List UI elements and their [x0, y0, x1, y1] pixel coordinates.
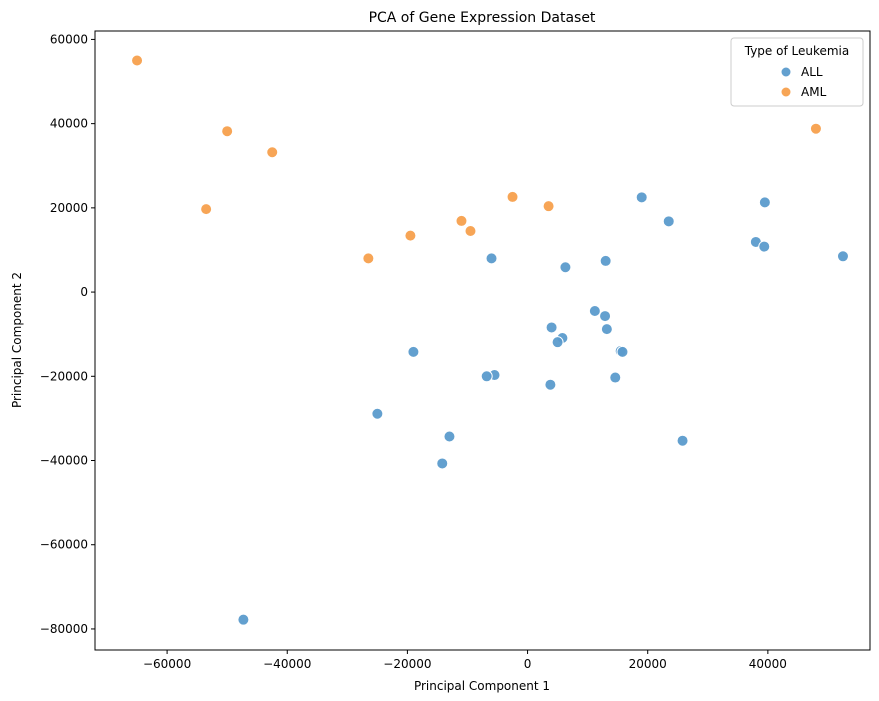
data-point-all	[600, 323, 613, 336]
x-axis-label: Principal Component 1	[414, 679, 550, 693]
data-point-all	[616, 345, 629, 358]
x-tick-label: −60000	[143, 657, 191, 671]
axis-ticks: −60000 −40000 −20000 0 20000 40000 −80000 −6000…	[40, 32, 787, 671]
data-point-all	[609, 371, 622, 384]
data-point-aml	[404, 229, 417, 242]
x-tick-label: 0	[524, 657, 532, 671]
legend-label-aml: AML	[801, 85, 827, 99]
legend-title: Type of Leukemia	[744, 44, 850, 58]
y-tick-label: 20000	[50, 201, 88, 215]
data-point-aml	[455, 214, 468, 227]
data-point-aml	[200, 203, 213, 216]
plot-area	[94, 30, 871, 651]
data-point-all	[544, 378, 557, 391]
data-point-all	[371, 407, 384, 420]
data-point-all	[407, 345, 420, 358]
data-point-aml	[221, 125, 234, 138]
data-point-all	[758, 196, 771, 209]
x-tick-label: −40000	[263, 657, 311, 671]
y-tick-label: 0	[80, 285, 88, 299]
data-point-all	[237, 613, 250, 626]
data-point-aml	[362, 252, 375, 265]
data-points	[131, 54, 849, 626]
y-tick-label: 60000	[50, 32, 88, 46]
y-tick-label: −40000	[40, 454, 88, 468]
data-point-aml	[464, 225, 477, 238]
data-point-all	[480, 370, 493, 383]
data-point-aml	[542, 200, 555, 213]
data-point-all	[662, 215, 675, 228]
data-point-all	[545, 321, 558, 334]
data-point-all	[635, 191, 648, 204]
legend: Type of Leukemia ALL AML	[730, 37, 864, 107]
legend-marker-aml	[780, 86, 792, 98]
y-tick-label: −20000	[40, 369, 88, 383]
chart-title: PCA of Gene Expression Dataset	[369, 10, 596, 26]
data-point-aml	[809, 122, 822, 135]
data-point-all	[443, 430, 456, 443]
legend-box	[730, 37, 864, 107]
data-point-all	[559, 261, 572, 274]
y-tick-label: −60000	[40, 538, 88, 552]
y-tick-label: −80000	[40, 622, 88, 636]
data-point-all	[836, 250, 849, 263]
y-axis-label: Principal Component 2	[10, 272, 24, 408]
data-point-all	[588, 305, 601, 318]
data-point-all	[676, 434, 689, 447]
y-tick-label: 40000	[50, 117, 88, 131]
data-point-all	[599, 310, 612, 323]
x-tick-label: 40000	[749, 657, 787, 671]
data-point-aml	[266, 146, 279, 159]
data-point-all	[485, 252, 498, 265]
x-tick-label: 20000	[629, 657, 667, 671]
data-point-all	[599, 254, 612, 267]
data-point-all	[436, 457, 449, 470]
data-point-all	[551, 336, 564, 349]
data-point-all	[758, 240, 771, 253]
data-point-aml	[506, 190, 519, 203]
legend-label-all: ALL	[801, 65, 823, 79]
data-point-aml	[131, 54, 144, 67]
legend-marker-all	[780, 66, 792, 78]
x-tick-label: −20000	[383, 657, 431, 671]
